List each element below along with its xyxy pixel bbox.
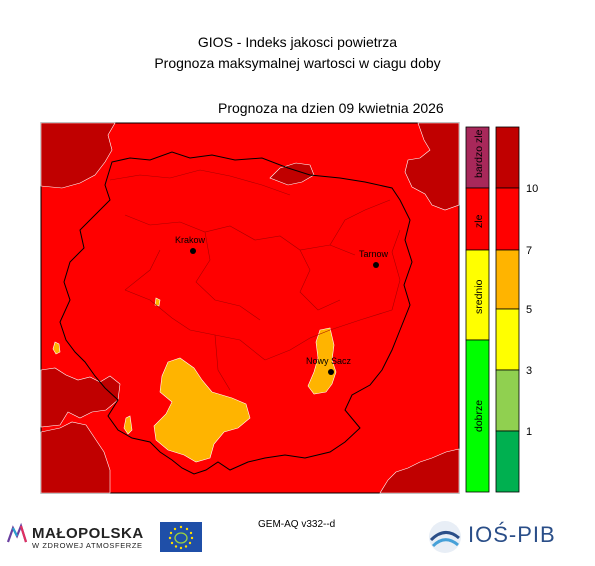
malopolska-logo-tagline: W ZDROWEJ ATMOSFERZE [32, 541, 143, 550]
legend-label-bardzo-zle: bardzo zle [473, 129, 485, 178]
legend-label-srednio: srednio [473, 279, 485, 314]
city-label-nowy-sacz: Nowy Sacz [306, 356, 352, 366]
srednio-regions [52, 297, 337, 463]
colorbar-segment-0-1 [495, 430, 520, 493]
malopolska-logo-mark [6, 522, 28, 543]
colorbar-segment-7-10 [495, 187, 520, 251]
colorbar-tick-5: 5 [526, 304, 532, 316]
city-label-tarnow: Tarnow [359, 249, 389, 259]
colorbar-segment-3-5 [495, 308, 520, 371]
category-legend [465, 126, 490, 493]
eu-life-flag [160, 522, 202, 552]
ios-pib-logo-mark [429, 521, 461, 553]
legend-label-zle: zle [473, 214, 485, 228]
colorbar-tick-10: 10 [526, 183, 538, 195]
malopolska-logo: MAŁOPOLSKA W ZDROWEJ ATMOSFERZE [32, 526, 144, 550]
city-dot-tarnow [373, 262, 379, 268]
colorbar-tick-3: 3 [526, 365, 532, 377]
colorbar-segment-1-3 [495, 369, 520, 432]
index-colorbar [495, 126, 520, 493]
colorbar-tick-1: 1 [526, 426, 532, 438]
city-markers [190, 248, 379, 375]
voivodeship-border [59, 151, 413, 475]
ios-pib-logo-text: IOŚ-PIB [468, 522, 556, 547]
city-dot-krakow [190, 248, 196, 254]
colorbar-segment-5-7 [495, 249, 520, 310]
model-version-label: GEM-AQ v332--d [258, 519, 336, 530]
map-title: GIOS - Indeks jakosci powietrza [197, 34, 398, 50]
city-dot-nowy-sacz [328, 369, 334, 375]
colorbar-tick-7: 7 [526, 245, 532, 257]
map-subtitle: Prognoza maksymalnej wartosci w ciagu do… [154, 55, 441, 71]
city-label-krakow: Krakow [175, 235, 206, 245]
legend-dobrze-swatch [465, 339, 490, 493]
district-borders [109, 169, 401, 391]
map-background [40, 122, 460, 494]
bardzo-zle-regions [40, 122, 460, 494]
forecast-date-title: Prognoza na dzien 09 kwietnia 2026 [218, 100, 444, 116]
malopolska-logo-text: MAŁOPOLSKA [32, 525, 144, 542]
colorbar-segment-10-plus [495, 126, 520, 189]
legend-label-dobrze: dobrze [473, 400, 485, 432]
